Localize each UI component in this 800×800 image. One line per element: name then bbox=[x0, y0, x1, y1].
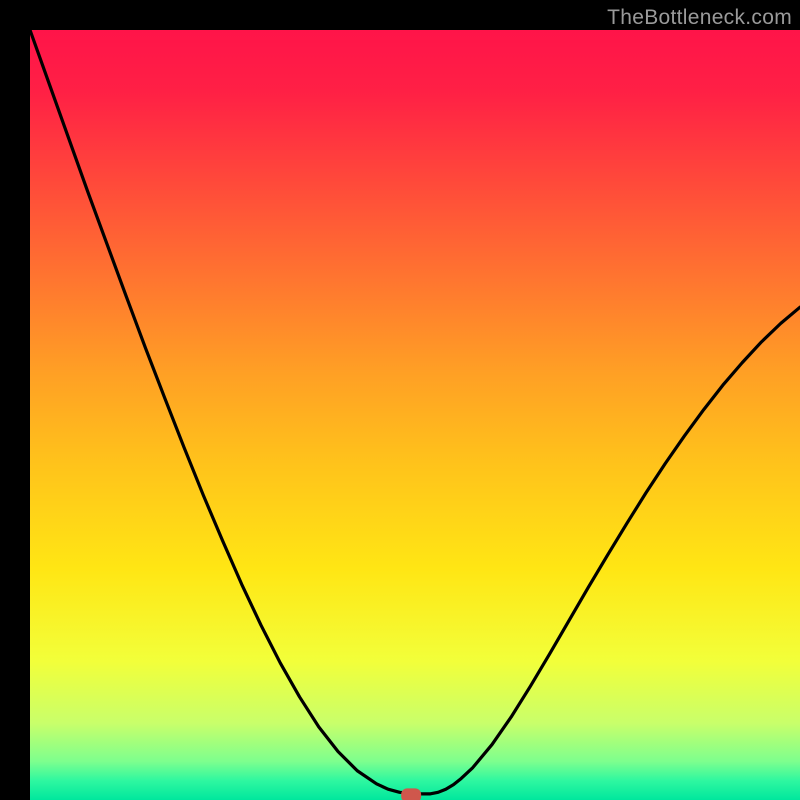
watermark-text: TheBottleneck.com bbox=[607, 6, 792, 30]
minimum-marker bbox=[401, 788, 421, 800]
stage: TheBottleneck.com bbox=[0, 0, 800, 800]
plot-background-gradient bbox=[30, 30, 800, 800]
bottleneck-chart bbox=[0, 0, 800, 800]
